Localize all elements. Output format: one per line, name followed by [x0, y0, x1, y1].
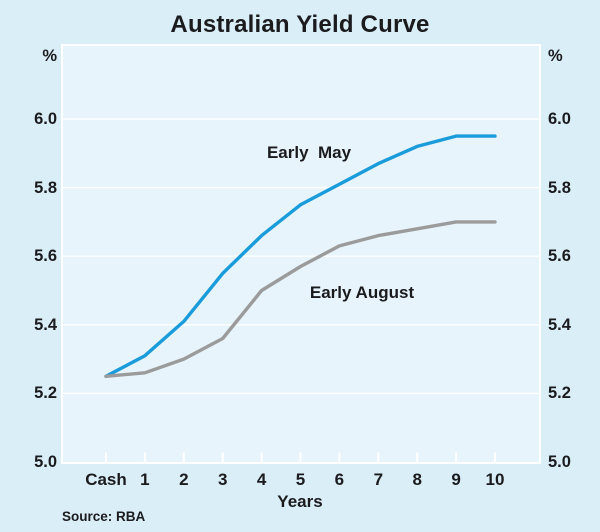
x-axis-tick-label: 5 [295, 470, 306, 489]
y-axis-tick-label-right: 5.8 [548, 178, 571, 197]
x-axis-title: Years [277, 492, 323, 511]
y-axis-tick-label-left: 5.2 [34, 384, 57, 403]
x-axis-tick-label: 8 [412, 470, 422, 489]
y-axis-tick-label-right: 5.2 [548, 384, 571, 403]
x-axis-tick-label: 1 [140, 470, 150, 489]
y-axis-tick-label-left: 6.0 [34, 110, 57, 128]
series-line-early-august [104, 220, 497, 378]
y-axis-tick-label-left: 5.6 [34, 247, 57, 266]
y-axis-tick-label-right: 6.0 [548, 110, 571, 128]
y-axis-unit-left: % [42, 47, 57, 65]
x-axis-tick-label: 6 [334, 470, 345, 489]
chart-title: Australian Yield Curve [170, 11, 430, 38]
plot-svg [63, 118, 539, 462]
source-note: Source: RBA [62, 509, 146, 524]
y-axis-tick-label-left: 5.8 [34, 178, 57, 197]
y-axis-tick-label-right: 5.0 [548, 453, 571, 471]
series-label-early-august: Early August [309, 283, 415, 302]
series-line-early-may [104, 134, 497, 378]
y-axis-tick-label-right: 5.4 [548, 315, 571, 334]
y-axis-unit-right: % [548, 47, 563, 65]
x-axis-tick-label: 7 [373, 470, 384, 489]
x-axis-tick-label: 10 [485, 470, 505, 489]
x-axis-tick-label: Cash [85, 470, 127, 489]
plot-area [61, 44, 541, 464]
x-axis-tick-label: 2 [179, 470, 189, 489]
series-label-early-may: Early May [266, 143, 352, 162]
x-axis-tick-label: 4 [256, 470, 267, 489]
x-axis-tick-label: 9 [451, 470, 461, 489]
x-axis-tick-label: 3 [217, 470, 228, 489]
y-axis-tick-label-right: 5.6 [548, 247, 571, 266]
y-axis-tick-label-left: 5.4 [34, 315, 57, 334]
y-axis-tick-label-left: 5.0 [34, 453, 57, 471]
